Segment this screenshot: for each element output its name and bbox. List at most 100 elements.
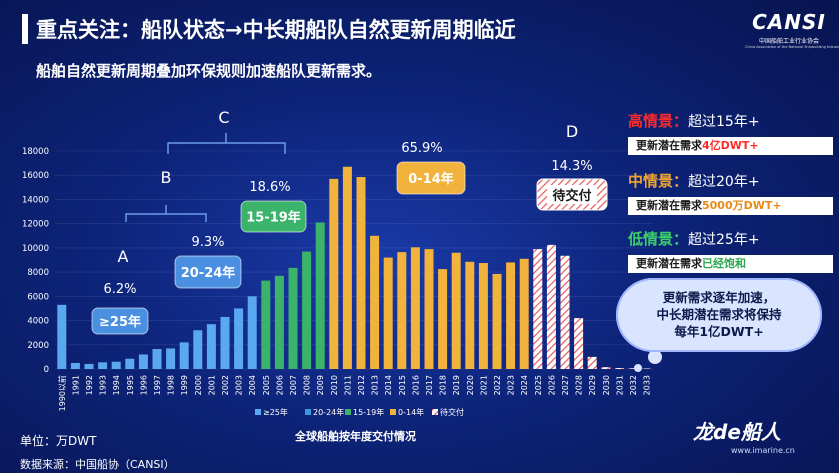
- bubble-tail-dot: [648, 350, 662, 364]
- bar-1992: [84, 363, 94, 369]
- y-tick-label: 2000: [27, 341, 49, 351]
- scenario-low: 低情景：超过25年+: [628, 228, 760, 249]
- legend-label: 20-24年: [313, 407, 344, 417]
- chart-title: 全球船舶按年度交付情况: [295, 430, 416, 443]
- bar-2007: [288, 267, 298, 369]
- y-tick-label: 4000: [27, 317, 49, 327]
- bar-2010: [329, 178, 339, 369]
- annotation-letter-d: D: [566, 122, 578, 141]
- scenario-high-need: 更新潜在需求4亿DWT+: [628, 137, 833, 155]
- bar-2017: [424, 249, 434, 369]
- annotation-pct-c: 18.6%: [249, 180, 290, 195]
- legend-swatch: [432, 409, 438, 415]
- bar-2019: [451, 252, 461, 369]
- bubble-tail-dot: [634, 364, 642, 372]
- scenario-mid-key: 中情景：: [628, 172, 689, 190]
- logo-en-name: China Association of the National Shipbu…: [745, 45, 839, 49]
- legend-swatch: [255, 409, 261, 415]
- x-tick-label: 2002: [221, 375, 230, 395]
- bar-2001: [206, 324, 216, 369]
- need-value-mid: 5000万DWT+: [702, 199, 782, 212]
- x-tick-label: 2000: [194, 375, 203, 395]
- x-tick-label: 2007: [289, 375, 298, 395]
- bar-2009: [315, 222, 325, 369]
- y-tick-label: 16000: [22, 171, 49, 181]
- legend-label: 15-19年: [353, 407, 384, 417]
- bar-2014: [383, 257, 393, 369]
- annotation-pct-a: 6.2%: [103, 282, 136, 297]
- x-tick-label: 2026: [547, 375, 556, 395]
- x-tick-label: 2018: [439, 375, 448, 395]
- bar-2030: [601, 367, 611, 369]
- x-tick-label: 2013: [371, 375, 380, 395]
- annotation-box-b: [174, 255, 242, 289]
- bar-2025: [533, 249, 543, 369]
- x-tick-label: 2017: [425, 375, 434, 395]
- annotation-pct-b: 9.3%: [191, 235, 224, 250]
- x-tick-label: 2009: [316, 375, 325, 395]
- page-subtitle: 船舶自然更新周期叠加环保规则加速船队更新需求。: [36, 62, 382, 80]
- x-tick-label: 2030: [602, 375, 611, 395]
- bar-2012: [356, 177, 366, 369]
- x-tick-label: 2020: [466, 375, 475, 395]
- x-tick-label: 2004: [248, 375, 257, 395]
- x-tick-label: 1995: [126, 375, 135, 395]
- bar-1997: [152, 349, 162, 369]
- annotation-box-c: [240, 200, 307, 233]
- annotation-box-0-14: [396, 161, 466, 195]
- need-value-low: 已经饱和: [702, 257, 746, 270]
- y-tick-label: 18000: [22, 147, 49, 157]
- x-tick-label: 1993: [99, 375, 108, 395]
- bar-1993: [98, 362, 108, 369]
- x-tick-label: 2016: [411, 375, 420, 395]
- bar-1999: [179, 342, 189, 369]
- scenario-low-desc: 超过25年+: [688, 232, 760, 248]
- y-tick-label: 6000: [27, 292, 49, 302]
- bar-2026: [546, 244, 556, 369]
- bubble-line: 中长期潜在需求将保持: [656, 307, 782, 322]
- bar-2021: [478, 263, 488, 369]
- x-tick-label: 2010: [330, 375, 339, 395]
- x-tick-label: 2006: [275, 375, 284, 395]
- page-title: 重点关注：船队状态→中长期船队自然更新周期临近: [36, 18, 516, 42]
- bar-2004: [247, 296, 257, 369]
- bar-2013: [370, 235, 380, 369]
- bubble-text: 更新需求逐年加速， 中长期潜在需求将保持 每年1亿DWT+: [616, 278, 822, 352]
- x-tick-label: 2011: [343, 375, 352, 395]
- bar-2006: [274, 275, 284, 369]
- x-tick-label: 2022: [493, 375, 502, 395]
- bar-2016: [410, 247, 420, 369]
- bar-1991: [70, 362, 80, 369]
- y-tick-label: 10000: [22, 244, 49, 254]
- watermark-logo: 龙de船人: [693, 420, 781, 444]
- x-tick-label: 1991: [71, 375, 80, 395]
- need-prefix: 更新潜在需求: [636, 257, 702, 270]
- x-tick-label: 2025: [534, 375, 543, 395]
- x-tick-label: 2015: [398, 375, 407, 395]
- annotation-letter-a: A: [118, 247, 129, 266]
- bar-1996: [138, 354, 148, 369]
- x-tick-label: 2028: [575, 375, 584, 395]
- annotation-box-a-label: ≥25年: [99, 314, 141, 330]
- legend-label: ≥25年: [263, 407, 288, 417]
- x-tick-label: 1994: [112, 375, 121, 395]
- scenario-mid-need: 更新潜在需求5000万DWT+: [628, 197, 833, 215]
- bar-2008: [302, 251, 312, 369]
- bracket-c: [167, 133, 286, 154]
- bar-2027: [560, 255, 570, 369]
- bar-2011: [342, 166, 352, 369]
- cansi-logo: CANSI 中国船舶工业行业协会 China Association of th…: [745, 10, 839, 72]
- annotation-box-a: [91, 307, 149, 335]
- annotation-box-c-label: 15-19年: [246, 210, 301, 226]
- annotation-letter-c: C: [218, 108, 229, 127]
- need-prefix: 更新潜在需求: [636, 139, 702, 152]
- bar-1990以前: [57, 304, 67, 369]
- x-tick-label: 2005: [262, 375, 271, 395]
- x-tick-label: 2033: [643, 375, 652, 395]
- bubble-line: 更新需求逐年加速，: [662, 290, 776, 305]
- x-tick-label: 1992: [85, 375, 94, 395]
- scenario-high-desc: 超过15年+: [688, 114, 760, 130]
- bar-2024: [519, 258, 529, 369]
- logo-mark: CANSI: [752, 10, 826, 34]
